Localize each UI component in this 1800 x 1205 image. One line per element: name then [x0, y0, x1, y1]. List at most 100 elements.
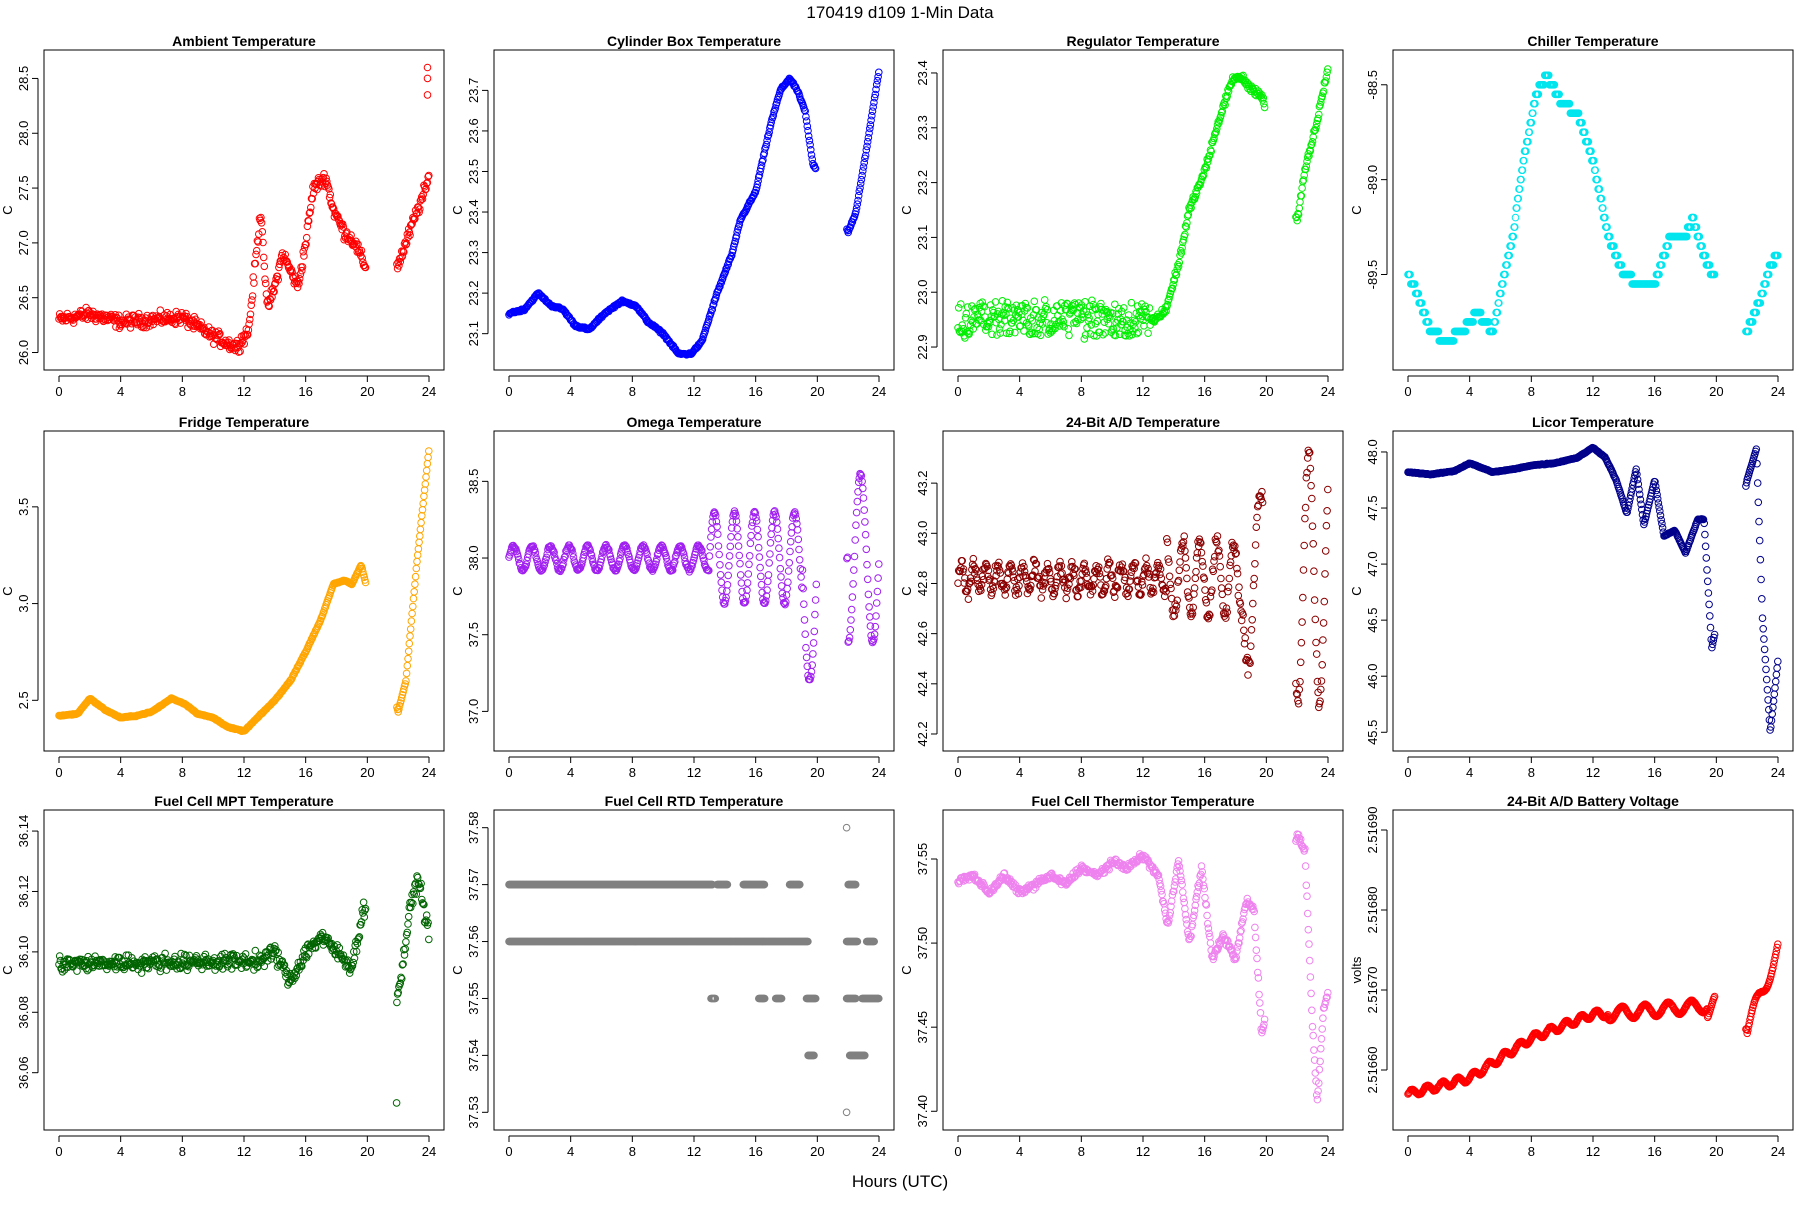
data-point: [394, 999, 401, 1006]
y-tick-label: 26.5: [16, 285, 31, 310]
data-point: [767, 540, 774, 547]
data-series: [955, 447, 1331, 710]
data-point: [1310, 541, 1317, 548]
x-tick-label: 24: [422, 1144, 436, 1159]
x-tick-label: 20: [1259, 384, 1273, 399]
data-point: [1704, 567, 1711, 574]
x-tick-label: 20: [1709, 384, 1723, 399]
data-point: [716, 551, 723, 558]
data-point: [1081, 336, 1088, 343]
data-point: [405, 655, 412, 662]
data-point: [1225, 584, 1232, 591]
data-point: [424, 64, 431, 71]
y-tick-label: 42.6: [915, 621, 930, 646]
data-point: [1297, 199, 1304, 206]
y-tick-label: 23.4: [915, 60, 930, 85]
data-point: [1759, 615, 1766, 622]
data-series: [1405, 72, 1781, 344]
data-point: [1176, 567, 1183, 574]
data-series: [56, 873, 432, 1106]
data-point: [1166, 573, 1173, 580]
data-point: [260, 254, 267, 261]
x-axis-label: Hours (UTC): [852, 1172, 948, 1191]
data-point: [851, 567, 858, 574]
data-point: [251, 280, 258, 287]
data-point: [777, 565, 784, 572]
data-point: [748, 532, 755, 539]
data-point: [1772, 678, 1779, 685]
panel-title: Fuel Cell RTD Temperature: [605, 793, 784, 809]
y-tick-label: 27.0: [16, 230, 31, 255]
data-point: [1301, 542, 1308, 549]
data-point: [1250, 582, 1257, 589]
panel-title: Regulator Temperature: [1067, 33, 1220, 49]
data-point: [1182, 555, 1189, 562]
data-point: [745, 571, 752, 578]
data-point: [982, 314, 989, 321]
data-point: [726, 553, 733, 560]
x-tick-label: 12: [1586, 384, 1600, 399]
data-point: [812, 611, 819, 618]
data-point: [1761, 636, 1768, 643]
data-point: [955, 305, 962, 312]
y-axis: 45.546.046.547.047.548.0C: [1349, 439, 1387, 745]
x-tick-label: 20: [360, 1144, 374, 1159]
y-tick-label: -89.0: [1365, 165, 1380, 195]
data-point: [411, 589, 418, 596]
data-point: [1297, 678, 1304, 685]
data-point: [775, 535, 782, 542]
data-point: [718, 579, 725, 586]
data-point: [74, 968, 81, 975]
data-point: [736, 552, 743, 559]
data-point: [1319, 662, 1326, 669]
x-tick-label: 12: [1586, 765, 1600, 780]
data-point: [992, 299, 999, 306]
data-point: [860, 485, 867, 492]
data-point: [860, 495, 867, 502]
x-tick-label: 20: [1259, 765, 1273, 780]
data-point: [1084, 574, 1091, 581]
data-point: [1756, 518, 1763, 525]
data-point: [1311, 597, 1318, 604]
data-point: [724, 588, 731, 595]
data-point: [785, 579, 792, 586]
data-point: [1758, 576, 1765, 583]
data-point: [1704, 578, 1711, 585]
data-point: [1323, 522, 1330, 529]
y-axis: 22.923.023.123.223.323.4C: [899, 60, 937, 359]
y-tick-label: 22.9: [915, 334, 930, 359]
data-point: [412, 573, 419, 580]
data-point: [1703, 555, 1710, 562]
y-tick-label: 36.14: [16, 815, 31, 848]
data-point: [847, 627, 854, 634]
data-point: [1041, 297, 1048, 304]
panel-title: Ambient Temperature: [172, 33, 316, 49]
data-point: [1202, 587, 1209, 594]
data-point: [1192, 575, 1199, 582]
x-tick-label: 12: [687, 384, 701, 399]
y-tick-label: -88.5: [1365, 70, 1380, 100]
x-tick-label: 20: [810, 765, 824, 780]
data-point: [1191, 591, 1198, 598]
y-tick-label: 43.0: [915, 521, 930, 546]
x-tick-label: 4: [567, 1144, 574, 1159]
y-tick-label: 23.2: [915, 170, 930, 195]
data-point: [787, 548, 794, 555]
x-tick-label: 8: [629, 1144, 636, 1159]
plot-frame: [494, 810, 894, 1130]
data-point: [1241, 627, 1248, 634]
data-point: [262, 280, 269, 287]
y-tick-label: 3.5: [16, 498, 31, 516]
y-axis-label: C: [0, 205, 15, 214]
data-point: [1218, 575, 1225, 582]
data-point: [1307, 465, 1314, 472]
data-point: [1300, 594, 1307, 601]
data-point: [787, 538, 794, 545]
x-tick-label: 16: [748, 765, 762, 780]
panel-title: Cylinder Box Temperature: [607, 33, 781, 49]
y-tick-label: 2.5: [16, 691, 31, 709]
x-tick-label: 24: [1771, 384, 1785, 399]
data-point: [424, 92, 431, 99]
